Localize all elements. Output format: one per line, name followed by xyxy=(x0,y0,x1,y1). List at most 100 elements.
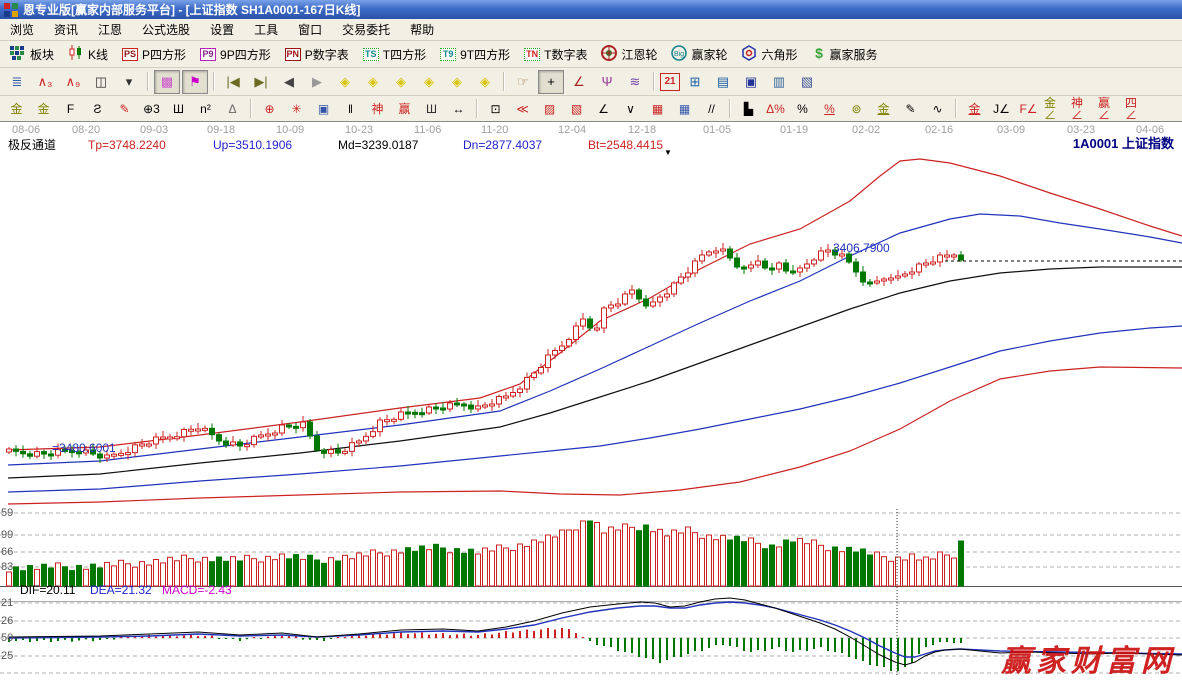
kline-chart-canvas[interactable] xyxy=(0,122,1182,677)
prev-page-icon[interactable]: ◀ xyxy=(284,74,294,89)
shen-ruler-icon[interactable]: 神 xyxy=(371,101,384,116)
last-page-icon[interactable]: ▶| xyxy=(254,74,268,89)
ying-angle-icon[interactable]: 赢∠ xyxy=(1098,95,1111,122)
winner-service-button[interactable]: $ 赢家服务 xyxy=(805,43,885,66)
diamond-expand-icon[interactable]: ◈ xyxy=(396,74,406,89)
gold-underline-icon[interactable]: 金 xyxy=(968,101,981,116)
menu-item-6[interactable]: 窗口 xyxy=(298,23,323,37)
frame-tool-icon[interactable]: ⊡ xyxy=(490,101,501,116)
winner-wheel-button[interactable]: Big 赢家轮 xyxy=(664,43,734,66)
dollar-icon: $ xyxy=(812,45,826,64)
gann-shape-icon[interactable]: Ψ xyxy=(601,74,613,89)
gold-angle-icon[interactable]: 金∠ xyxy=(1044,95,1057,122)
t9-square-button[interactable]: T9 9T四方形 xyxy=(433,44,517,65)
kline-pair-icon[interactable]: ‖ xyxy=(348,101,353,116)
grid-red-icon[interactable]: ▦ xyxy=(651,101,664,116)
slash-lines-icon[interactable]: // xyxy=(708,101,715,116)
gold-circle-icon[interactable]: ⊚ xyxy=(851,101,862,116)
period-color-icon[interactable]: ⚑ xyxy=(182,69,208,94)
box-fan2-icon[interactable]: ▧ xyxy=(570,101,583,116)
notepad-icon[interactable]: ▤ xyxy=(716,74,730,89)
channel-title: 极反通道 xyxy=(8,138,57,152)
n2-ruler-icon[interactable]: n² xyxy=(200,101,211,116)
menu-item-3[interactable]: 公式选股 xyxy=(142,23,191,37)
next-page-icon[interactable]: ▶ xyxy=(312,74,322,89)
double-angle-icon[interactable]: ∠ xyxy=(598,101,609,116)
chart-area[interactable]: 08-06 08-20 09-03 09-18 10-09 10-23 11-06 11-20… xyxy=(0,121,1182,678)
grid-blue-icon[interactable]: ▦ xyxy=(678,101,691,116)
channel-line-tp xyxy=(7,158,1182,451)
brush-icon[interactable]: ✎ xyxy=(905,101,916,116)
gold-ruler2-icon[interactable]: 金 xyxy=(37,101,50,116)
kline-button[interactable]: K线 xyxy=(61,43,115,65)
v-lines-icon[interactable]: ∨ xyxy=(626,101,635,116)
kline-button-label: K线 xyxy=(88,47,109,62)
f-ruler-icon[interactable]: F xyxy=(66,101,75,116)
crosshair-tool-icon[interactable]: + xyxy=(538,69,564,94)
print-icon[interactable]: ▧ xyxy=(800,74,814,89)
box-fan-icon[interactable]: ▨ xyxy=(543,101,556,116)
candle-style-dropdown[interactable]: ▾ xyxy=(125,74,133,89)
angle-line-icon[interactable]: ∠ xyxy=(573,74,585,89)
gann-grid-icon[interactable]: ≋ xyxy=(629,74,641,89)
shen-angle-icon[interactable]: 神∠ xyxy=(1071,95,1084,122)
width-arrow-icon[interactable]: ↔ xyxy=(452,101,465,116)
menu-item-2[interactable]: 江恩 xyxy=(98,23,123,37)
p-number-button[interactable]: PN P数字表 xyxy=(278,44,356,65)
gold-line-icon[interactable]: 金 xyxy=(877,101,890,116)
wave9-icon[interactable]: ∧₉ xyxy=(65,74,81,89)
p-square-button[interactable]: PS P四方形 xyxy=(115,44,193,65)
star-target-icon[interactable]: ✳ xyxy=(291,101,302,116)
zoom-region-icon[interactable]: ▩ xyxy=(154,69,180,94)
percent-icon[interactable]: % xyxy=(797,101,808,116)
diamond-compress-icon[interactable]: ◈ xyxy=(424,74,434,89)
notes-icon[interactable]: ≣ xyxy=(11,74,23,89)
hist-tool-icon[interactable]: ▙ xyxy=(743,101,754,116)
menu-item-0[interactable]: 浏览 xyxy=(10,23,35,37)
calculator-icon[interactable]: ⊞ xyxy=(689,74,701,89)
export-icon[interactable]: ▥ xyxy=(772,74,786,89)
first-page-icon[interactable]: |◀ xyxy=(226,74,240,89)
menu-item-7[interactable]: 交易委托 xyxy=(342,23,391,37)
gann-wheel-button[interactable]: 江恩轮 xyxy=(594,43,664,66)
pencil-icon[interactable]: ✎ xyxy=(119,101,130,116)
t-number-button[interactable]: TN T数字表 xyxy=(517,44,594,65)
circle-cross-icon[interactable]: ⊕ xyxy=(264,101,275,116)
compass3-icon[interactable]: ⊕3 xyxy=(143,101,160,116)
menu-item-8[interactable]: 帮助 xyxy=(410,23,435,37)
sector-button[interactable]: 板块 xyxy=(3,44,61,65)
save-icon[interactable]: ▣ xyxy=(744,74,758,89)
menu-item-5[interactable]: 工具 xyxy=(254,23,279,37)
wave3-icon[interactable]: ∧₃ xyxy=(37,74,53,89)
ying-ruler-icon[interactable]: 赢 xyxy=(398,101,411,116)
title-bar: 恩专业版[赢家内部服务平台] - [上证指数 SH1A0001-167日K线] xyxy=(0,0,1182,19)
ruler123-icon[interactable]: Ш xyxy=(426,101,437,116)
square-target-icon[interactable]: ▣ xyxy=(317,101,330,116)
diamond-star-icon[interactable]: ◈ xyxy=(452,74,462,89)
candle-style-icon[interactable]: ◫ xyxy=(94,74,108,89)
si-angle-icon[interactable]: 四∠ xyxy=(1125,95,1138,122)
diamond-left-icon[interactable]: ◈ xyxy=(340,74,350,89)
gold-ruler-icon[interactable]: 金 xyxy=(10,101,23,116)
j-angle-icon[interactable]: J∠ xyxy=(993,101,1010,116)
scroll-marker-icon[interactable]: ▼ xyxy=(664,148,672,157)
spiral-icon[interactable]: Ƨ xyxy=(93,101,102,116)
diamond-right-icon[interactable]: ◈ xyxy=(368,74,378,89)
menu-item-1[interactable]: 资讯 xyxy=(54,23,79,37)
f-angle-icon[interactable]: F∠ xyxy=(1019,101,1038,116)
wave-tool-icon[interactable]: ∿ xyxy=(932,101,943,116)
wheel-icon xyxy=(601,44,618,64)
diamond-cross-icon[interactable]: ◈ xyxy=(480,74,490,89)
p9-square-button[interactable]: P9 9P四方形 xyxy=(193,44,278,65)
hand-tool-icon[interactable]: ☞ xyxy=(517,74,529,89)
t-square-button[interactable]: TS T四方形 xyxy=(356,44,433,65)
menu-item-4[interactable]: 设置 xyxy=(210,23,235,37)
percent-line-icon[interactable]: % xyxy=(824,101,835,116)
comb-ruler-icon[interactable]: Ш xyxy=(173,101,184,116)
delta-percent-icon[interactable]: Δ% xyxy=(766,101,785,116)
flag-tool-icon[interactable]: Δ xyxy=(228,101,237,116)
fan-lines-icon[interactable]: ≪ xyxy=(516,101,529,116)
date-tick-02-16: 02-16 xyxy=(925,124,954,136)
hexagon-button[interactable]: 六角形 xyxy=(734,43,804,66)
calendar-icon[interactable]: 21 xyxy=(660,72,680,91)
